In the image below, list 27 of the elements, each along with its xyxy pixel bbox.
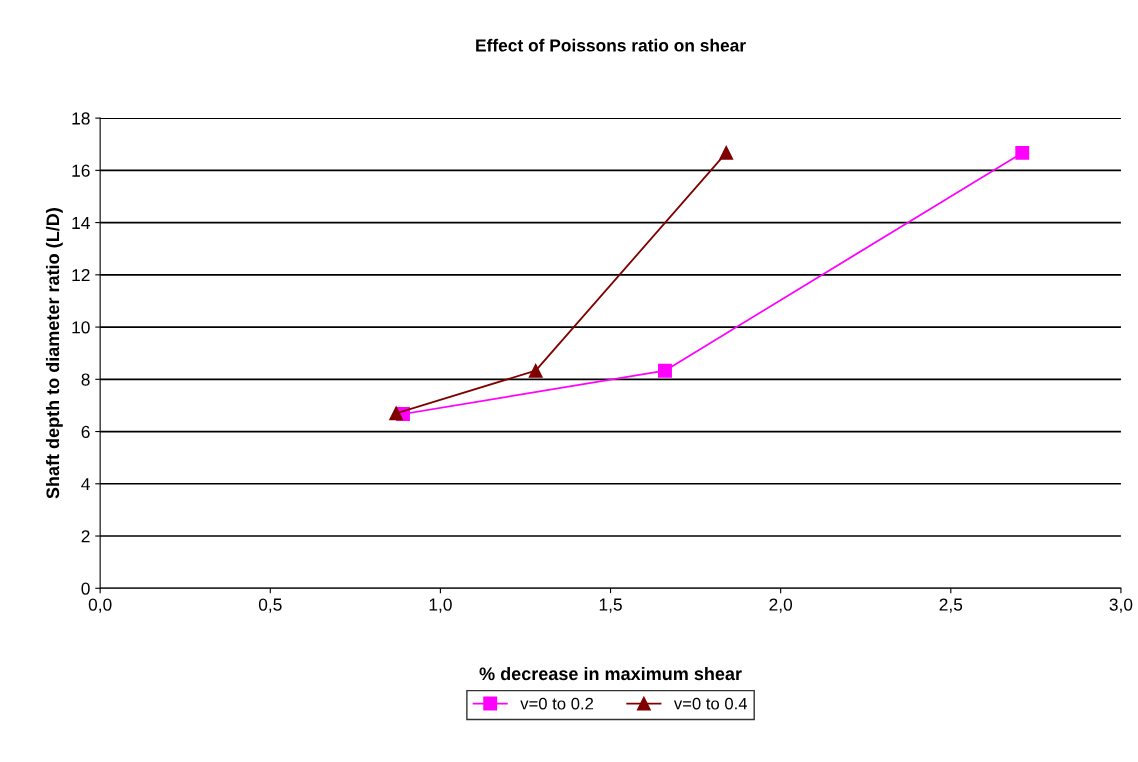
x-tick-label: 1,5 [599, 598, 622, 613]
y-tick-label: 4 [81, 478, 90, 491]
point [389, 406, 404, 421]
chart-title: Effect of Poissons ratio on shear [476, 38, 746, 52]
y-tick-label: 10 [72, 321, 90, 334]
y-tick-label: 8 [81, 373, 90, 386]
x-tick-label: 0,0 [88, 598, 112, 613]
x-tick-label: 2,5 [939, 598, 963, 613]
x-tick-label: 3,0 [1109, 598, 1133, 613]
y-tick-label: 6 [81, 425, 90, 439]
y-tick-label: 16 [72, 164, 90, 177]
y-tick-label: 2 [81, 530, 90, 543]
y-tick-label: 0 [81, 582, 90, 595]
legend-label: v=0 to 0.2 [520, 697, 594, 710]
x-tick-label: 1,0 [429, 598, 452, 613]
point [719, 145, 734, 160]
x-tick-label: 2,0 [769, 598, 793, 613]
y-tick-label: 18 [72, 112, 90, 125]
point [1015, 145, 1030, 160]
legend-label: v=0 to 0.4 [673, 697, 748, 710]
y-tick-label: 14 [72, 216, 90, 229]
point [528, 363, 543, 378]
point [658, 363, 672, 378]
y-tick-label: 12 [72, 269, 90, 282]
x-axis-title: % decrease in maximum shear [479, 666, 742, 681]
y-axis-title: Shaft depth to diameter ratio (L/D) [45, 208, 63, 499]
x-tick-label: 0,5 [258, 598, 282, 613]
